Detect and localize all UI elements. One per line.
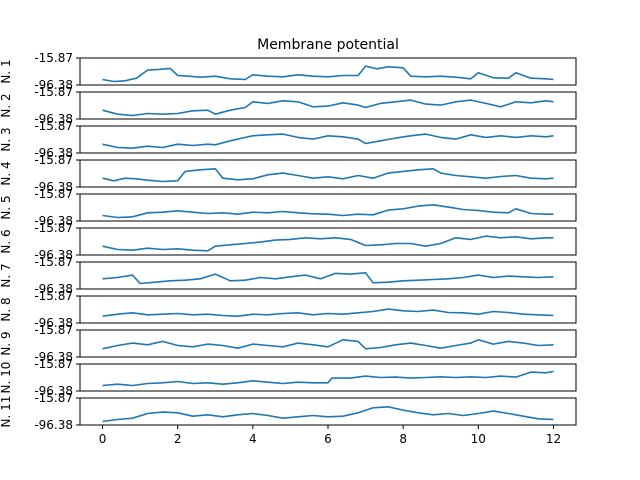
y-tick-bottom-label: -96.38 (34, 384, 73, 398)
panel-label: N. 4 (0, 161, 13, 185)
panel-frame (79, 363, 577, 392)
panel-frame (79, 397, 577, 426)
panel-frame (79, 91, 577, 120)
y-tick-bottom-label: -96.38 (34, 282, 73, 296)
panel-2: -15.87 -96.38 N. 2 (0, 85, 577, 126)
series-line (102, 204, 554, 219)
y-tick-top-label: -15.87 (34, 187, 73, 201)
y-tick-top-label: -15.87 (34, 85, 73, 99)
panel-3: -15.87 -96.38 N. 3 (0, 119, 577, 160)
y-tick-top-label: -15.87 (34, 221, 73, 235)
y-tick-bottom-label: -96.38 (34, 180, 73, 194)
x-tick-label: 2 (174, 432, 182, 446)
panel-frame (79, 125, 577, 154)
x-tick-label: 4 (249, 432, 257, 446)
y-tick-top-label: -15.87 (34, 119, 73, 133)
panel-label: N. 3 (0, 127, 13, 151)
y-tick-top-label: -15.87 (34, 391, 73, 405)
panel-frame (79, 295, 577, 324)
x-axis: 0 2 4 6 8 10 12 (99, 425, 561, 446)
panel-label: N. 11 (0, 396, 13, 428)
panel-label: N. 5 (0, 195, 13, 219)
y-tick-top-label: -15.87 (34, 153, 73, 167)
panel-label: N. 10 (0, 362, 13, 394)
y-tick-bottom-label: -96.38 (34, 418, 73, 432)
series-line (102, 168, 554, 183)
panel-7: -15.87 -96.38 N. 7 (0, 255, 577, 296)
panel-frame (79, 329, 577, 358)
panel-5: -15.87 -96.38 N. 5 (0, 187, 577, 228)
x-tick-label: 6 (324, 432, 332, 446)
series-line (102, 339, 554, 350)
series-line (102, 65, 554, 83)
y-tick-top-label: -15.87 (34, 357, 73, 371)
panel-11: -15.87 -96.38 N. 11 (0, 391, 577, 432)
panel-frame (79, 193, 577, 222)
series-line (102, 133, 554, 149)
series-line (102, 272, 554, 285)
panel-8: -15.87 -96.38 N. 8 (0, 289, 577, 330)
panel-1: -15.87 -96.38 N. 1 (0, 51, 577, 92)
panel-label: N. 6 (0, 229, 13, 253)
panel-frame (79, 227, 577, 256)
panel-6: -15.87 -96.38 N. 6 (0, 221, 577, 262)
panel-9: -15.87 -96.38 N. 9 (0, 323, 577, 364)
y-tick-bottom-label: -96.38 (34, 316, 73, 330)
panel-frame (79, 261, 577, 290)
panel-frame (79, 159, 577, 188)
panel-label: N. 9 (0, 331, 13, 355)
panel-label: N. 7 (0, 263, 13, 287)
panel-frame (79, 57, 577, 86)
panel-label: N. 1 (0, 59, 13, 83)
series-line (102, 308, 554, 317)
y-tick-top-label: -15.87 (34, 289, 73, 303)
panel-label: N. 2 (0, 93, 13, 117)
x-tick-label: 8 (399, 432, 407, 446)
y-tick-bottom-label: -96.38 (34, 78, 73, 92)
x-tick-label: 0 (99, 432, 107, 446)
y-tick-bottom-label: -96.38 (34, 350, 73, 364)
panel-4: -15.87 -96.38 N. 4 (0, 153, 577, 194)
y-tick-bottom-label: -96.38 (34, 146, 73, 160)
series-line (102, 406, 554, 423)
series-line (102, 99, 554, 117)
chart-title: Membrane potential (257, 37, 399, 53)
y-tick-bottom-label: -96.38 (34, 112, 73, 126)
y-tick-bottom-label: -96.38 (34, 248, 73, 262)
x-tick-label: 10 (471, 432, 486, 446)
series-line (102, 370, 554, 387)
series-line (102, 235, 554, 252)
y-tick-top-label: -15.87 (34, 255, 73, 269)
y-tick-top-label: -15.87 (34, 51, 73, 65)
x-tick-label: 12 (546, 432, 561, 446)
panel-label: N. 8 (0, 297, 13, 321)
y-tick-bottom-label: -96.38 (34, 214, 73, 228)
panel-10: -15.87 -96.38 N. 10 (0, 357, 577, 398)
y-tick-top-label: -15.87 (34, 323, 73, 337)
panels: -15.87-96.38N. 1-15.87-96.38N. 2-15.87-9… (0, 51, 577, 432)
